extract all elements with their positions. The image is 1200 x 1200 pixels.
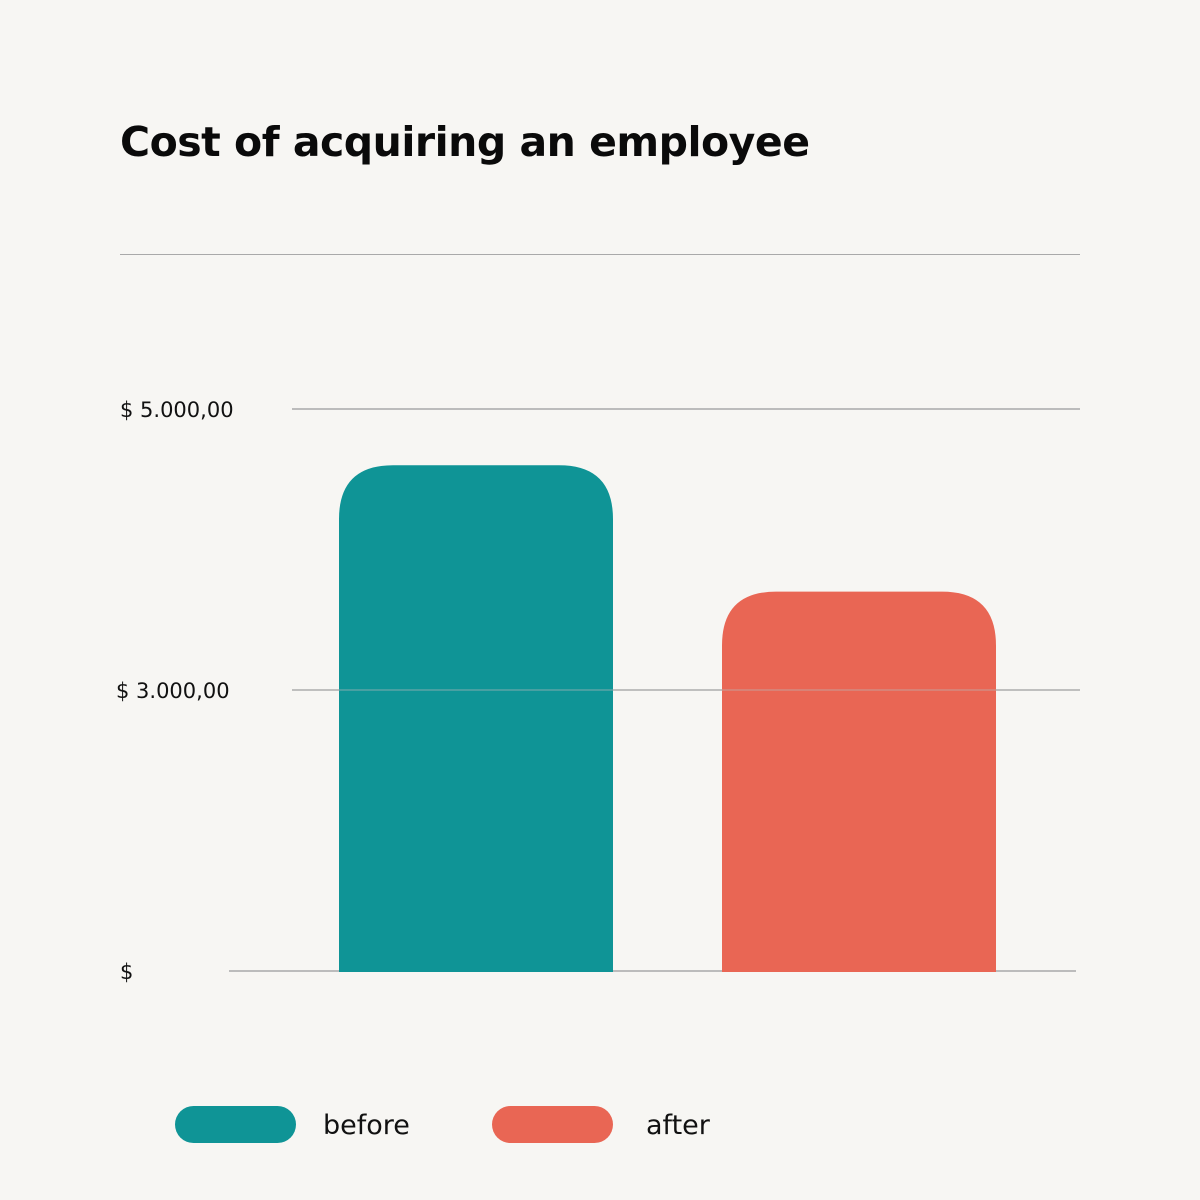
legend-swatch-after [492, 1106, 613, 1143]
bar-before [339, 465, 613, 972]
y-tick-label: $ 3.000,00 [116, 679, 230, 703]
y-tick-label: $ [120, 960, 133, 984]
y-tick-label: $ 5.000,00 [120, 398, 234, 422]
bar-after [722, 591, 996, 972]
title-divider [120, 254, 1080, 255]
legend-swatch-before [175, 1106, 296, 1143]
legend-label-after: after [646, 1110, 710, 1141]
legend-label-before: before [323, 1110, 410, 1141]
chart-title: Cost of acquiring an employee [120, 118, 810, 166]
